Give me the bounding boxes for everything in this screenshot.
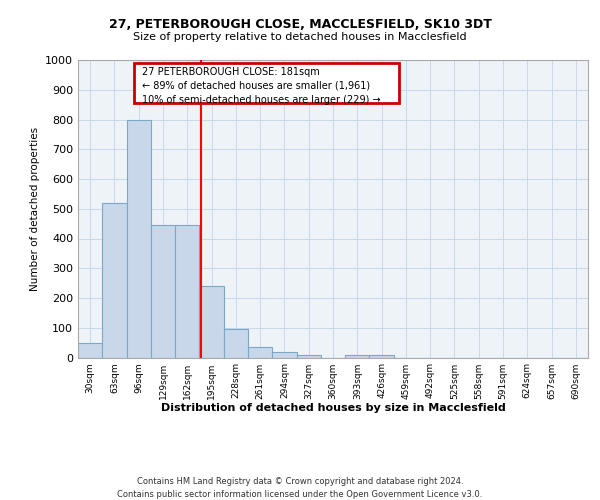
Bar [370,355,394,358]
Text: Contains public sector information licensed under the Open Government Licence v3: Contains public sector information licen… [118,490,482,499]
Text: 27, PETERBOROUGH CLOSE, MACCLESFIELD, SK10 3DT: 27, PETERBOROUGH CLOSE, MACCLESFIELD, SK… [109,18,491,30]
Y-axis label: Number of detached properties: Number of detached properties [29,126,40,291]
Bar [127,120,151,358]
Text: 27 PETERBOROUGH CLOSE: 181sqm
← 89% of detached houses are smaller (1,961)
10% o: 27 PETERBOROUGH CLOSE: 181sqm ← 89% of d… [142,66,380,104]
Bar [102,203,127,358]
Bar [78,342,102,357]
Bar [175,225,199,358]
Bar [296,354,321,358]
Bar [345,355,370,358]
Bar [151,225,175,358]
Bar [199,286,224,358]
Bar [272,352,296,358]
X-axis label: Distribution of detached houses by size in Macclesfield: Distribution of detached houses by size … [161,403,505,413]
Text: Contains HM Land Registry data © Crown copyright and database right 2024.: Contains HM Land Registry data © Crown c… [137,478,463,486]
FancyBboxPatch shape [134,63,400,103]
Bar [248,347,272,358]
Bar [224,329,248,358]
Text: Size of property relative to detached houses in Macclesfield: Size of property relative to detached ho… [133,32,467,42]
